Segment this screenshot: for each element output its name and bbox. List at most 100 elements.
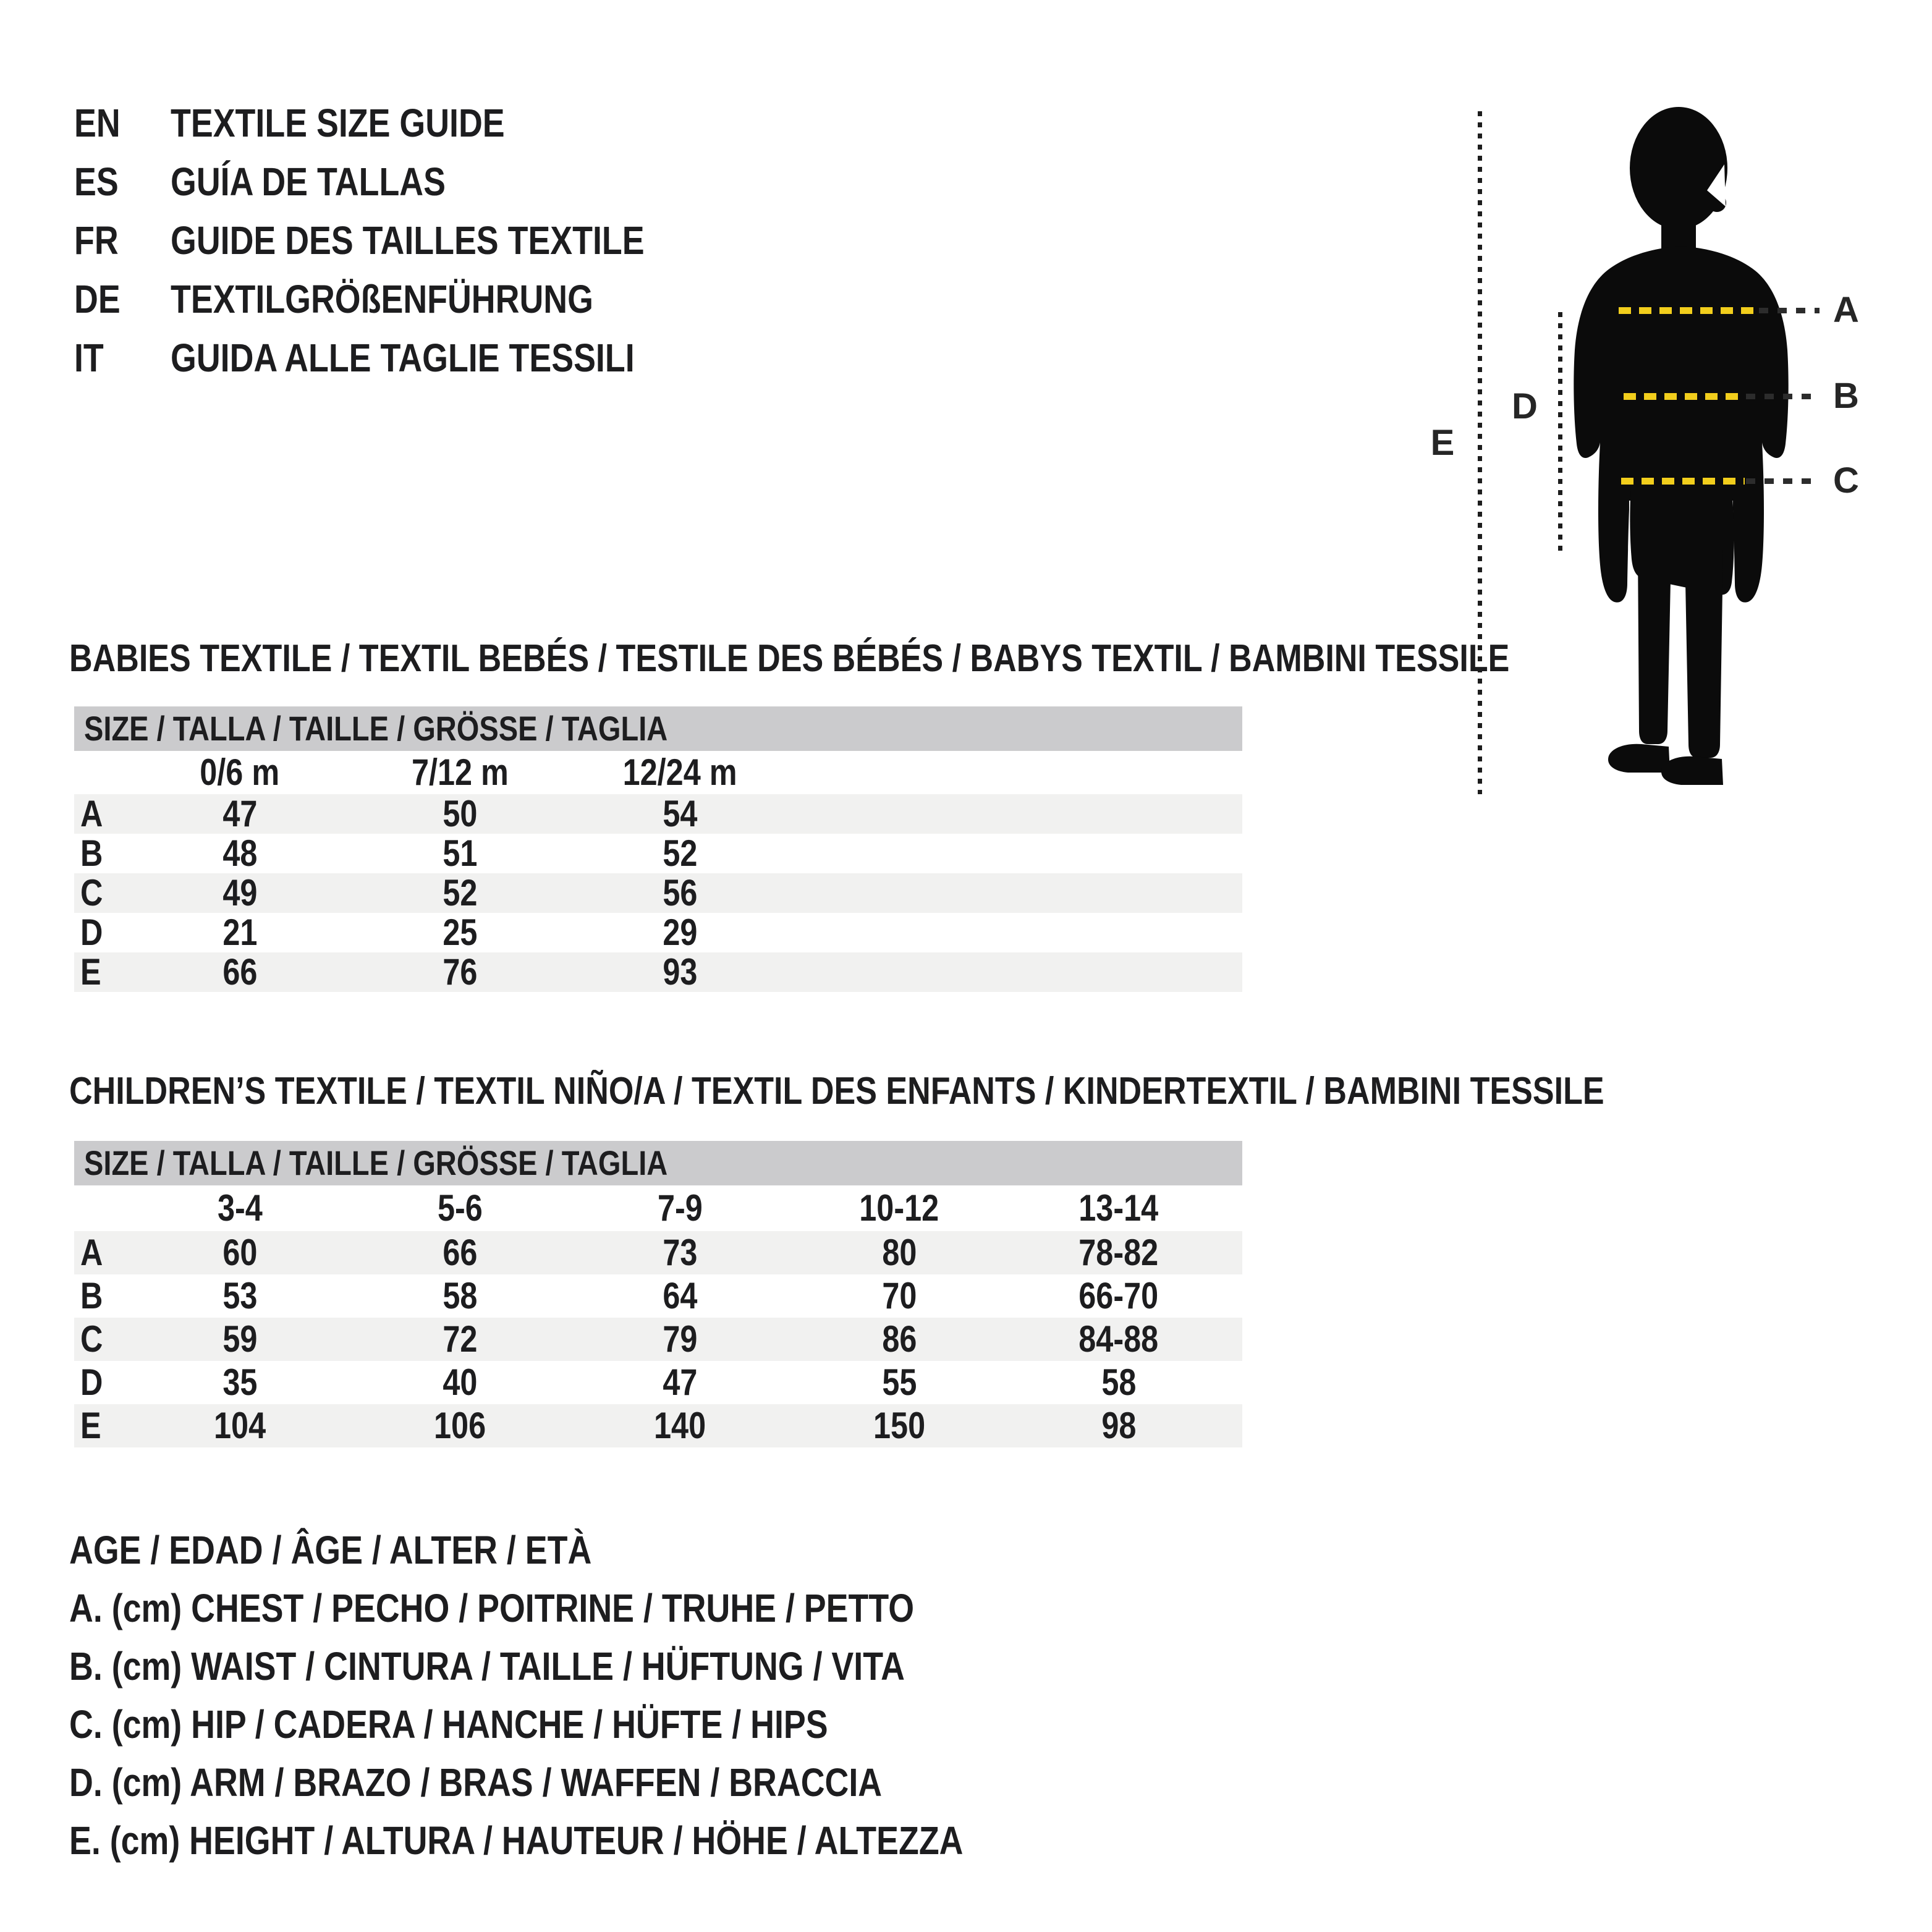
cell-value: 79 xyxy=(662,1318,698,1360)
table-row: B 48 51 52 xyxy=(74,834,1242,873)
table-cell: 56 xyxy=(570,873,789,913)
row-label: B xyxy=(80,1274,137,1318)
chest-measure-line-A-dark xyxy=(1759,308,1820,313)
cell-value: 47 xyxy=(662,1362,698,1403)
table-cell: 55 xyxy=(790,1361,1009,1404)
table-cell: 72 xyxy=(350,1318,569,1361)
table-cell: 52 xyxy=(570,834,789,873)
table-cell: 84-88 xyxy=(1009,1318,1228,1361)
table-cell: 47 xyxy=(130,794,349,834)
children-column-header-row: 3-4 5-6 7-9 10-12 13-14 xyxy=(74,1185,1242,1231)
figure-label-B: B xyxy=(1833,376,1859,416)
table-cell: 64 xyxy=(570,1274,789,1318)
column-header: 3-4 xyxy=(130,1185,349,1231)
cell-value: 49 xyxy=(222,872,258,913)
column-header: 0/6 m xyxy=(130,751,349,794)
table-row: A 47 50 54 xyxy=(74,794,1242,834)
babies-section-title: BABIES TEXTILE / TEXTIL BEBÉS / TESTILE … xyxy=(69,637,1784,680)
legend-text: A. (cm) CHEST / PECHO / POITRINE / TRUHE… xyxy=(69,1586,915,1630)
height-measure-line-E xyxy=(1478,111,1482,794)
language-code-text: ES xyxy=(74,159,119,204)
table-cell: 93 xyxy=(570,952,789,992)
size-header-text: SIZE / TALLA / TAILLE / GRÖSSE / TAGLIA xyxy=(84,709,668,748)
language-code: EN xyxy=(74,94,171,153)
cell-value: 66 xyxy=(222,951,258,993)
cell-value: 59 xyxy=(222,1318,258,1360)
table-cell: 150 xyxy=(790,1404,1009,1447)
arm-measure-line-D xyxy=(1558,312,1562,556)
waist-measure-line-B-dark xyxy=(1746,394,1818,399)
cell-value: 40 xyxy=(442,1362,478,1403)
column-header-text: 3-4 xyxy=(217,1187,263,1229)
table-cell: 78-82 xyxy=(1009,1231,1228,1274)
table-row: B 53 58 64 70 66-70 xyxy=(74,1274,1242,1318)
cell-value: 106 xyxy=(433,1405,486,1446)
table-cell: 66 xyxy=(350,1231,569,1274)
table-cell: 47 xyxy=(570,1361,789,1404)
language-row-it: IT GUIDA ALLE TAGLIE TESSILI xyxy=(74,329,735,388)
table-row: D 21 25 29 xyxy=(74,913,1242,952)
table-cell: 25 xyxy=(350,913,569,952)
table-cell: 51 xyxy=(350,834,569,873)
row-label: E xyxy=(80,952,137,992)
children-section-title-text: CHILDREN’S TEXTILE / TEXTIL NIÑO/A / TEX… xyxy=(69,1070,1604,1112)
measurement-figure: A B C D E xyxy=(1409,74,1932,816)
legend-line-hip: C. (cm) HIP / CADERA / HANCHE / HÜFTE / … xyxy=(69,1695,1133,1753)
cell-value: 53 xyxy=(222,1275,258,1316)
row-label-text: D xyxy=(80,1362,103,1403)
cell-value: 35 xyxy=(222,1362,258,1403)
cell-value: 64 xyxy=(662,1275,698,1316)
hip-measure-line-C-dark xyxy=(1746,478,1818,484)
legend-line-height: E. (cm) HEIGHT / ALTURA / HAUTEUR / HÖHE… xyxy=(69,1811,1133,1870)
column-header: 7-9 xyxy=(570,1185,789,1231)
language-row-es: ES GUÍA DE TALLAS xyxy=(74,153,735,211)
cell-value: 76 xyxy=(442,951,478,993)
legend-text: D. (cm) ARM / BRAZO / BRAS / WAFFEN / BR… xyxy=(69,1760,883,1805)
cell-value: 48 xyxy=(222,833,258,874)
table-cell: 86 xyxy=(790,1318,1009,1361)
row-label-text: B xyxy=(80,833,103,874)
cell-value: 84-88 xyxy=(1078,1318,1159,1360)
table-cell: 53 xyxy=(130,1274,349,1318)
cell-value: 52 xyxy=(442,872,478,913)
silhouette-shape xyxy=(1574,107,1789,785)
legend-text: B. (cm) WAIST / CINTURA / TAILLE / HÜFTU… xyxy=(69,1644,905,1688)
table-cell: 50 xyxy=(350,794,569,834)
language-title: TEXTILGRÖßENFÜHRUNG xyxy=(171,277,593,321)
column-header: 5-6 xyxy=(350,1185,569,1231)
legend-text: E. (cm) HEIGHT / ALTURA / HAUTEUR / HÖHE… xyxy=(69,1818,964,1863)
table-row: C 49 52 56 xyxy=(74,873,1242,913)
row-label-text: B xyxy=(80,1275,103,1316)
table-cell: 48 xyxy=(130,834,349,873)
children-section-title: CHILDREN’S TEXTILE / TEXTIL NIÑO/A / TEX… xyxy=(69,1070,1897,1113)
table-cell: 76 xyxy=(350,952,569,992)
cell-value: 98 xyxy=(1101,1405,1137,1446)
cell-value: 80 xyxy=(881,1232,917,1273)
cell-value: 78-82 xyxy=(1078,1232,1159,1273)
babies-column-header-row: 0/6 m 7/12 m 12/24 m xyxy=(74,751,1242,794)
row-label-text: A xyxy=(80,1232,103,1273)
table-cell: 104 xyxy=(130,1404,349,1447)
cell-value: 47 xyxy=(222,793,258,834)
table-cell: 140 xyxy=(570,1404,789,1447)
column-header: 10-12 xyxy=(790,1185,1009,1231)
table-cell: 52 xyxy=(350,873,569,913)
row-label: D xyxy=(80,913,137,952)
table-row: E 104 106 140 150 98 xyxy=(74,1404,1242,1447)
cell-value: 66 xyxy=(442,1232,478,1273)
language-title: TEXTILE SIZE GUIDE xyxy=(171,101,505,145)
chest-measure-line-A-yellow xyxy=(1619,307,1754,314)
table-cell: 40 xyxy=(350,1361,569,1404)
babies-size-table: SIZE / TALLA / TAILLE / GRÖSSE / TAGLIA … xyxy=(74,706,1242,992)
table-cell: 66 xyxy=(130,952,349,992)
cell-value: 70 xyxy=(881,1275,917,1316)
cell-value: 21 xyxy=(222,912,258,953)
language-row-de: DE TEXTILGRÖßENFÜHRUNG xyxy=(74,270,735,329)
row-label-text: E xyxy=(80,1405,101,1446)
row-label: C xyxy=(80,1318,137,1361)
figure-label-C: C xyxy=(1833,460,1859,501)
language-code: IT xyxy=(74,329,171,388)
hair-notch xyxy=(1707,164,1726,206)
row-label: A xyxy=(80,794,137,834)
